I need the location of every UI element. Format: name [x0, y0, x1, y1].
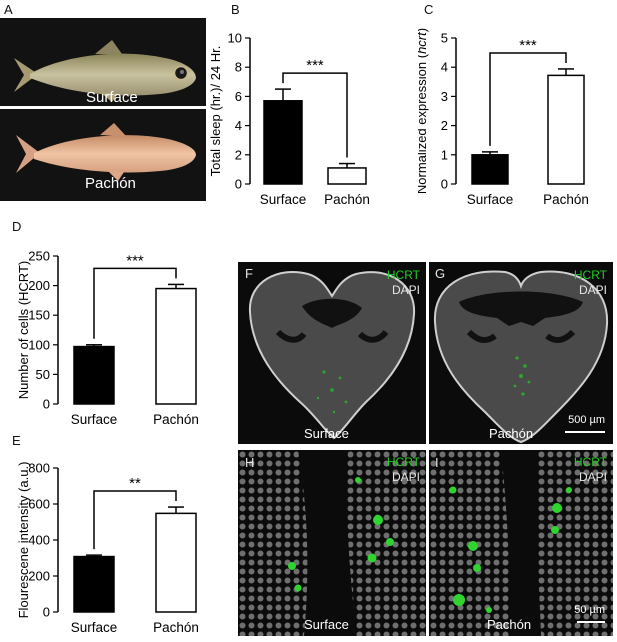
- y-axis-label: Normalized expression (hcrt): [418, 28, 429, 194]
- y-tick-label: 8: [235, 60, 242, 75]
- h-dapi-label: DAPI: [391, 470, 420, 484]
- y-axis-label-italic: hcrt: [418, 31, 429, 54]
- y-tick-label: 400: [28, 533, 50, 548]
- bar: [155, 512, 197, 613]
- y-tick-label: 600: [28, 497, 50, 512]
- panel-letter-h: H: [245, 455, 255, 470]
- surface-fish-photo: Surface: [0, 18, 206, 106]
- panel-letter-a: A: [4, 2, 13, 17]
- category-label: Surface: [71, 412, 118, 427]
- i-scale-label: 50 µm: [574, 604, 605, 616]
- y-tick-label: 0: [43, 605, 50, 620]
- y-tick-label: 4: [235, 118, 242, 133]
- h-caption: Surface: [304, 617, 349, 632]
- y-tick-label: 5: [441, 31, 448, 46]
- significance-stars: **: [129, 475, 141, 492]
- y-tick-label: 10: [228, 31, 242, 46]
- y-tick-label: 800: [28, 461, 50, 476]
- y-tick-label: 1: [441, 147, 448, 162]
- panel-letter-e: E: [12, 433, 21, 448]
- category-label: Pachón: [543, 192, 589, 207]
- chart-c: 0 1 2 3 4 5 Normalized expression (hcrt) Surfac…: [418, 28, 589, 207]
- brain-section-pachon: [433, 270, 609, 444]
- i-dapi-label: DAPI: [578, 470, 607, 484]
- bar: [327, 167, 367, 185]
- panel-letter-g: G: [435, 266, 446, 281]
- surface-fish-label: Surface: [86, 89, 138, 106]
- micrograph-g: HCRT DAPI Pachón 500 µm: [429, 262, 613, 444]
- bar: [471, 154, 509, 185]
- f-caption: Surface: [304, 426, 349, 441]
- significance-bracket: [93, 267, 177, 339]
- y-tick-label: 3: [441, 89, 448, 104]
- panel-letter-b: B: [231, 2, 240, 17]
- y-tick-label: 0: [43, 397, 50, 412]
- i-scale-bar: [577, 621, 605, 623]
- y-axis-label: Flourescene intensity (a.u.): [16, 462, 31, 619]
- panel-letter-f: F: [245, 266, 253, 281]
- significance-stars: ***: [519, 37, 537, 54]
- panel-letter-d: D: [12, 219, 22, 234]
- micrograph-h: HCRT DAPI Surface: [238, 450, 426, 636]
- g-scale-bar: [565, 431, 605, 433]
- y-axis-label-tail: ): [418, 28, 429, 32]
- y-tick-label: 250: [28, 249, 50, 264]
- f-hcrt-label: HCRT: [386, 268, 420, 282]
- category-label: Pachón: [324, 192, 370, 207]
- y-tick-label: 4: [441, 60, 448, 75]
- surface-fish-illustration: [14, 40, 196, 102]
- panel-letter-i: I: [435, 455, 439, 470]
- category-label: Surface: [71, 620, 118, 635]
- significance-stars: ***: [126, 252, 144, 269]
- y-tick-label: 0: [441, 177, 448, 192]
- bar: [73, 555, 115, 613]
- panel-letter-c: C: [424, 2, 434, 17]
- pachon-fish-label: Pachón: [85, 175, 136, 192]
- category-label: Pachón: [153, 620, 199, 635]
- pachon-fish-photo: Pachón: [0, 109, 206, 201]
- category-label: Surface: [260, 192, 307, 207]
- g-caption: Pachón: [489, 426, 534, 441]
- y-axis-label: Number of cells (HCRT): [16, 261, 31, 399]
- y-tick-label: 0: [235, 177, 242, 192]
- category-label: Pachón: [153, 412, 199, 427]
- cell-field-pachon: [429, 450, 613, 636]
- cell-field-surface: [238, 450, 426, 636]
- i-caption: Pachón: [487, 617, 532, 632]
- bar: [155, 287, 197, 405]
- brain-section-surface: [248, 271, 416, 440]
- y-tick-label: 2: [235, 147, 242, 162]
- y-tick-label: 6: [235, 89, 242, 104]
- g-hcrt-label: HCRT: [573, 268, 607, 282]
- y-tick-label: 150: [28, 308, 50, 323]
- f-dapi-label: DAPI: [391, 283, 420, 297]
- significance-bracket: [93, 490, 177, 550]
- y-tick-label: 2: [441, 118, 448, 133]
- category-label: Surface: [467, 192, 514, 207]
- micrograph-f: HCRT DAPI Surface: [238, 262, 426, 444]
- bar: [73, 345, 115, 405]
- chart-b: 0 2 4 6 8 10 Total sleep (hr.)/ 24 Hr. Surface P…: [210, 31, 370, 208]
- y-tick-label: 200: [28, 278, 50, 293]
- i-hcrt-label: HCRT: [573, 455, 607, 469]
- bar: [263, 100, 303, 185]
- significance-stars: ***: [306, 57, 324, 74]
- y-tick-label: 200: [28, 569, 50, 584]
- y-axis-label: Total sleep (hr.)/ 24 Hr.: [210, 46, 223, 177]
- micrograph-i: HCRT DAPI Pachón 50 µm: [429, 450, 613, 636]
- significance-bracket: [489, 52, 567, 146]
- y-tick-label: 100: [28, 337, 50, 352]
- g-scale-label: 500 µm: [568, 414, 605, 426]
- g-dapi-label: DAPI: [578, 283, 607, 297]
- significance-bracket: [282, 72, 348, 158]
- y-tick-label: 50: [36, 367, 50, 382]
- bar: [547, 74, 585, 185]
- pachon-fish-illustration: [16, 123, 196, 181]
- h-hcrt-label: HCRT: [386, 455, 420, 469]
